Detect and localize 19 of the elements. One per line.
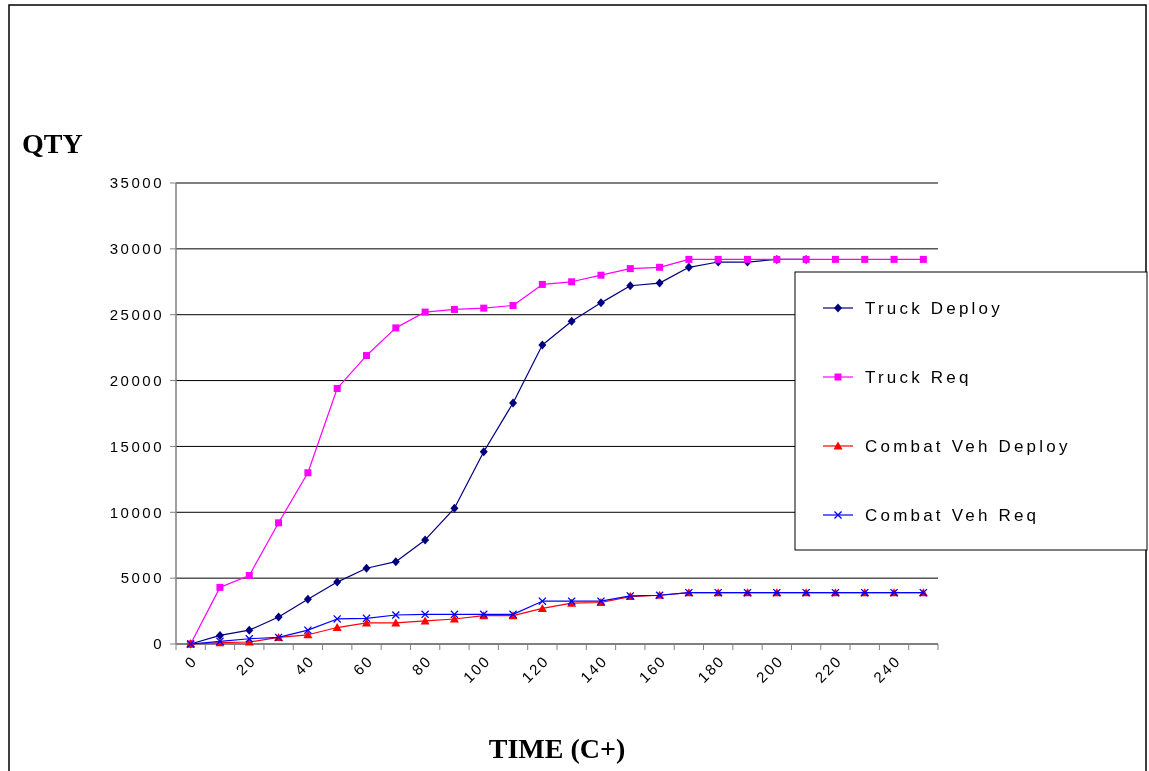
legend-label: Truck Req xyxy=(865,367,972,387)
legend-label: Truck Deploy xyxy=(865,298,1003,318)
legend-label: Combat Veh Deploy xyxy=(865,436,1071,456)
x-axis-title: TIME (C+) xyxy=(488,733,626,764)
y-tick-label: 15000 xyxy=(109,437,164,455)
y-tick-label: 10000 xyxy=(109,503,164,521)
x-tick-label: 40 xyxy=(291,651,318,679)
x-tick-label: 60 xyxy=(349,651,377,679)
x-tick-label: 80 xyxy=(408,651,435,679)
y-axis-title: QTY xyxy=(22,128,83,159)
y-tick-label: 35000 xyxy=(109,174,164,192)
legend-label: Combat Veh Req xyxy=(865,505,1040,525)
y-tick-label: 0 xyxy=(153,635,164,653)
y-tick-label: 20000 xyxy=(109,371,164,389)
x-tick-label: 20 xyxy=(232,651,260,679)
y-tick-label: 25000 xyxy=(109,305,164,323)
x-tick-label: 0 xyxy=(181,651,201,672)
y-tick-label: 30000 xyxy=(109,240,164,258)
y-tick-label: 5000 xyxy=(120,569,164,587)
